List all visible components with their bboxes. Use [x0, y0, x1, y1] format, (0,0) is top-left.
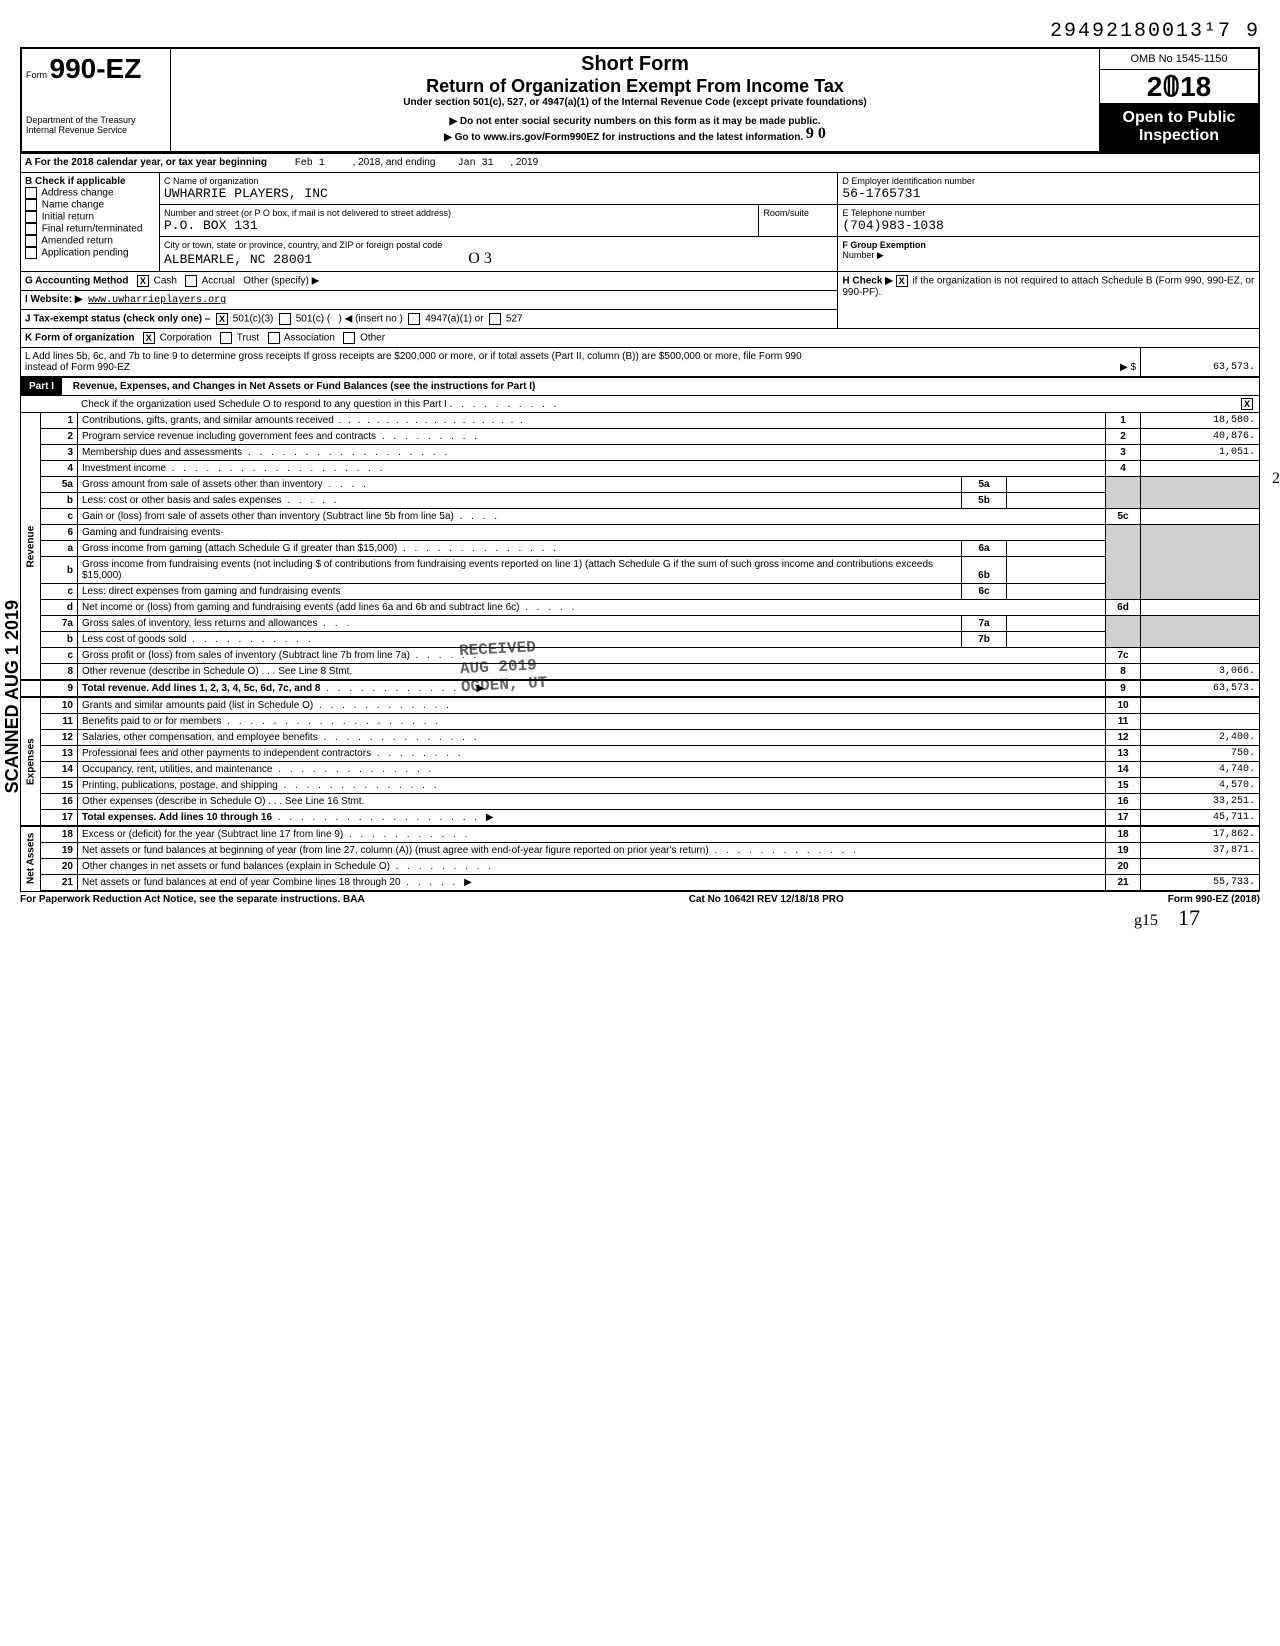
- phone-value: (704)983-1038: [842, 218, 1255, 233]
- website-value: www.uwharrieplayers.org: [88, 295, 226, 306]
- line-a-table: A For the 2018 calendar year, or tax yea…: [20, 153, 1260, 377]
- line14-amount: 4,740.: [1141, 762, 1260, 778]
- part1-table: Part I Revenue, Expenses, and Changes in…: [20, 377, 1260, 892]
- org-name-label: C Name of organization: [164, 176, 833, 186]
- open-public: Open to Public Inspection: [1100, 103, 1258, 151]
- line-l-amount: 63,573.: [1141, 348, 1260, 377]
- addr-change-checkbox[interactable]: [25, 187, 37, 199]
- ein-label: D Employer identification number: [842, 176, 1255, 186]
- line-l-text: L Add lines 5b, 6c, and 7b to line 9 to …: [25, 351, 802, 373]
- street-value: P.O. BOX 131: [164, 218, 754, 233]
- schedule-b-checkbox[interactable]: [896, 275, 908, 287]
- check-o-text: Check if the organization used Schedule …: [81, 399, 447, 410]
- tax-year: 2𝟘201818: [1100, 70, 1258, 103]
- dept: Department of the Treasury Internal Reve…: [26, 115, 166, 135]
- footer-mid: Cat No 10642I REV 12/18/18 PRO: [689, 894, 844, 905]
- line19-amount: 37,871.: [1141, 843, 1260, 859]
- amended-checkbox[interactable]: [25, 235, 37, 247]
- return-title: Return of Organization Exempt From Incom…: [175, 76, 1095, 97]
- line15-amount: 4,570.: [1141, 778, 1260, 794]
- header-table: Form 990-EZ Department of the Treasury I…: [20, 47, 1260, 153]
- line9-amount: 63,573.: [1141, 680, 1260, 697]
- part1-title: Revenue, Expenses, and Changes in Net As…: [65, 381, 536, 392]
- app-pending-checkbox[interactable]: [25, 247, 37, 259]
- 501c-checkbox[interactable]: [279, 313, 291, 325]
- section-b-label: B Check if applicable: [25, 176, 126, 187]
- footer-left: For Paperwork Reduction Act Notice, see …: [20, 894, 365, 905]
- accrual-checkbox[interactable]: [185, 275, 197, 287]
- footer: For Paperwork Reduction Act Notice, see …: [20, 894, 1260, 905]
- line-a-label: A For the 2018 calendar year, or tax yea…: [25, 157, 267, 168]
- part1-header: Part I: [21, 378, 62, 395]
- revenue-label: Revenue: [21, 413, 41, 681]
- city-label: City or town, state or province, country…: [164, 240, 833, 250]
- hand-g15: g15: [1134, 912, 1158, 929]
- line12-amount: 2,400.: [1141, 730, 1260, 746]
- form-number: 990-EZ: [50, 53, 142, 84]
- line-g-label: G Accounting Method: [25, 276, 129, 287]
- cash-checkbox[interactable]: [137, 275, 149, 287]
- city-value: ALBEMARLE, NC 28001: [164, 252, 312, 267]
- line-k-label: K Form of organization: [25, 333, 134, 344]
- 527-checkbox[interactable]: [489, 313, 501, 325]
- top-number: 29492180013¹7 9: [20, 20, 1260, 43]
- line1-amount: 18,580.: [1141, 413, 1260, 429]
- goto-line: ▶ Go to www.irs.gov/Form990EZ for instru…: [175, 127, 1095, 145]
- footer-right: Form 990-EZ (2018): [1168, 894, 1260, 905]
- hand-2: 2: [1272, 470, 1280, 488]
- name-change-checkbox[interactable]: [25, 199, 37, 211]
- line-i-label: I Website: ▶: [25, 294, 83, 305]
- line13-amount: 750.: [1141, 746, 1260, 762]
- schedule-o-checkbox[interactable]: [1241, 398, 1253, 410]
- line18-amount: 17,862.: [1141, 826, 1260, 843]
- tax-year-end: Jan 31: [458, 158, 494, 169]
- line8-amount: 3,066.: [1141, 664, 1260, 681]
- expenses-label: Expenses: [21, 697, 41, 826]
- line-j-label: J Tax-exempt status (check only one) –: [25, 314, 210, 325]
- assoc-checkbox[interactable]: [268, 332, 280, 344]
- tax-year-begin: Feb 1: [295, 158, 325, 169]
- 4947-checkbox[interactable]: [408, 313, 420, 325]
- subtitle: Under section 501(c), 527, or 4947(a)(1)…: [175, 97, 1095, 108]
- other-org-checkbox[interactable]: [343, 332, 355, 344]
- hand-17: 17: [1178, 905, 1200, 930]
- street-label: Number and street (or P O box, if mail i…: [164, 208, 754, 218]
- omb-number: OMB No 1545-1150: [1100, 48, 1260, 70]
- initial-return-checkbox[interactable]: [25, 211, 37, 223]
- form-label: Form: [26, 70, 47, 80]
- ssn-warning: ▶ Do not enter social security numbers o…: [175, 116, 1095, 127]
- scanned-stamp: SCANNED AUG 1 2019: [2, 600, 23, 793]
- net-assets-label: Net Assets: [21, 826, 41, 891]
- corp-checkbox[interactable]: [143, 332, 155, 344]
- line3-amount: 1,051.: [1141, 445, 1260, 461]
- ein-value: 56-1765731: [842, 186, 1255, 201]
- short-form-title: Short Form: [175, 53, 1095, 76]
- phone-label: E Telephone number: [842, 208, 1255, 218]
- org-name: UWHARRIE PLAYERS, INC: [164, 186, 833, 201]
- trust-checkbox[interactable]: [220, 332, 232, 344]
- room-suite-label: Room/suite: [759, 205, 838, 237]
- line16-amount: 33,251.: [1141, 794, 1260, 810]
- group-exempt-label: F Group Exemption: [842, 240, 926, 250]
- line21-amount: 55,733.: [1141, 875, 1260, 892]
- final-return-checkbox[interactable]: [25, 223, 37, 235]
- 501c3-checkbox[interactable]: [216, 313, 228, 325]
- line2-amount: 40,876.: [1141, 429, 1260, 445]
- line4-amount: [1141, 461, 1260, 477]
- line17-amount: 45,711.: [1141, 810, 1260, 827]
